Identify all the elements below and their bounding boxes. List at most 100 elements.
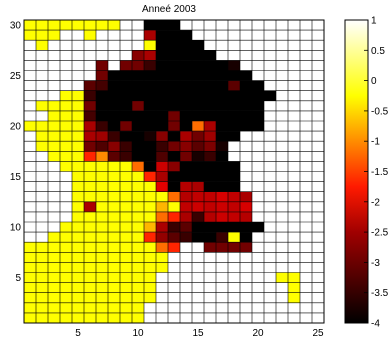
heatmap-cell: [180, 70, 192, 81]
heatmap-cell: [108, 80, 120, 91]
heatmap-cell: [180, 171, 192, 182]
heatmap-cell: [60, 232, 72, 243]
heatmap-cell: [72, 262, 84, 273]
heatmap-cell: [132, 60, 144, 71]
heatmap-cell: [48, 312, 60, 323]
heatmap-cell: [60, 292, 72, 303]
heatmap-cell: [240, 201, 252, 212]
heatmap-cell: [228, 80, 240, 91]
heatmap-cell: [180, 110, 192, 121]
heatmap-cell: [228, 211, 240, 222]
heatmap-cell: [216, 201, 228, 212]
heatmap-cell: [72, 191, 84, 202]
heatmap-cell: [108, 121, 120, 132]
heatmap-cell: [204, 110, 216, 121]
heatmap-cell: [132, 302, 144, 313]
heatmap-cell: [156, 131, 168, 142]
heatmap-cell: [72, 90, 84, 101]
heatmap-cell: [96, 232, 108, 243]
heatmap-cell: [168, 110, 180, 121]
colorbar-tick-label: -1: [371, 137, 380, 148]
heatmap-cell: [84, 161, 96, 172]
heatmap-cell: [96, 90, 108, 101]
heatmap-cell: [180, 201, 192, 212]
heatmap-cell: [168, 141, 180, 152]
heatmap-cell: [228, 110, 240, 121]
heatmap-cell: [228, 201, 240, 212]
heatmap-cell: [36, 141, 48, 152]
heatmap-cell: [240, 80, 252, 91]
heatmap-cell: [108, 312, 120, 323]
heatmap-cell: [216, 60, 228, 71]
heatmap-cell: [120, 110, 132, 121]
heatmap-cell: [24, 272, 36, 283]
heatmap-cell: [228, 222, 240, 233]
heatmap-cell: [132, 232, 144, 243]
colorbar-tick-label: 0.5: [371, 46, 385, 57]
heatmap-cell: [216, 211, 228, 222]
heatmap-cell: [192, 70, 204, 81]
heatmap-cell: [144, 100, 156, 111]
heatmap-cell: [192, 60, 204, 71]
heatmap-cell: [72, 20, 84, 31]
heatmap-cell: [48, 151, 60, 162]
heatmap-cell: [72, 161, 84, 172]
heatmap-cell: [180, 191, 192, 202]
heatmap-cell: [108, 232, 120, 243]
heatmap-cell: [24, 282, 36, 293]
heatmap-cell: [132, 151, 144, 162]
heatmap-cell: [24, 20, 36, 31]
colorbar-tick-label: 1: [371, 16, 377, 27]
heatmap-cell: [132, 252, 144, 263]
heatmap-cell: [192, 50, 204, 61]
heatmap-cell: [132, 242, 144, 253]
x-tick-label: 15: [192, 328, 204, 339]
heatmap-cell: [48, 232, 60, 243]
heatmap-cell: [96, 161, 108, 172]
heatmap-cell: [96, 252, 108, 263]
heatmap-cell: [180, 30, 192, 41]
heatmap-cell: [156, 151, 168, 162]
heatmap-cell: [132, 191, 144, 202]
heatmap-cell: [216, 181, 228, 192]
heatmap-cell: [168, 232, 180, 243]
heatmap-cell: [108, 211, 120, 222]
heatmap-cell: [48, 262, 60, 273]
heatmap-cell: [216, 110, 228, 121]
heatmap-cell: [228, 181, 240, 192]
heatmap-cell: [132, 90, 144, 101]
heatmap-cell: [36, 131, 48, 142]
heatmap-cell: [72, 171, 84, 182]
heatmap-cell: [180, 141, 192, 152]
x-axis-ticks: 5 10 15 20 25: [75, 328, 324, 339]
heatmap-cell: [96, 100, 108, 111]
heatmap-cell: [192, 201, 204, 212]
heatmap-cell: [144, 201, 156, 212]
heatmap-cell: [168, 191, 180, 202]
heatmap-cell: [132, 141, 144, 152]
heatmap-cell: [60, 110, 72, 121]
heatmap-cell: [192, 171, 204, 182]
heatmap-cell: [96, 302, 108, 313]
heatmap-cell: [216, 151, 228, 162]
heatmap-cell: [96, 110, 108, 121]
heatmap-cell: [60, 302, 72, 313]
y-axis-ticks: 5 10 15 20 25 30: [10, 21, 22, 284]
heatmap-cell: [84, 292, 96, 303]
heatmap-cell: [168, 161, 180, 172]
heatmap-cell: [144, 161, 156, 172]
heatmap-cell: [228, 242, 240, 253]
heatmap-cell: [192, 211, 204, 222]
heatmap-cell: [180, 40, 192, 51]
heatmap-cell: [216, 80, 228, 91]
heatmap-cell: [204, 171, 216, 182]
heatmap-cell: [204, 141, 216, 152]
heatmap-cell: [96, 282, 108, 293]
heatmap-cell: [180, 90, 192, 101]
heatmap-cell: [36, 242, 48, 253]
heatmap-cell: [240, 90, 252, 101]
heatmap-cell: [192, 151, 204, 162]
heatmap-cell: [108, 131, 120, 142]
heatmap-cell: [108, 141, 120, 152]
heatmap-cell: [192, 191, 204, 202]
